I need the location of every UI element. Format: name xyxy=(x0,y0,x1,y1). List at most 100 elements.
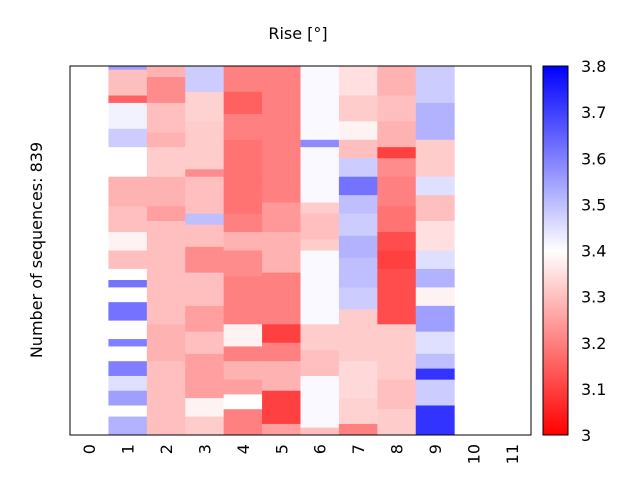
heatmap-cell xyxy=(223,213,263,233)
x-tick-label: 4 xyxy=(234,444,253,454)
heatmap-cell xyxy=(108,302,148,322)
heatmap-cell xyxy=(415,353,455,370)
heatmap-cell xyxy=(377,176,417,207)
heatmap-cell xyxy=(223,66,263,93)
heatmap-cell xyxy=(262,324,301,344)
x-tick-label: 9 xyxy=(426,444,445,454)
heatmap-cell xyxy=(338,287,378,311)
heatmap-cell xyxy=(108,320,148,340)
heatmap-cell xyxy=(300,324,340,351)
colorbar-tick-label: 3.8 xyxy=(581,57,606,76)
heatmap-cell xyxy=(377,268,417,288)
heatmap-cell xyxy=(108,375,148,392)
heatmap-cell xyxy=(185,353,225,377)
chart-title: Rise [°] xyxy=(268,24,327,43)
heatmap-cell xyxy=(300,375,340,429)
heatmap-cell xyxy=(185,375,225,399)
heatmap-cell xyxy=(338,139,378,159)
heatmap-cell xyxy=(185,91,225,122)
heatmap-cell xyxy=(300,427,340,436)
heatmap-cell xyxy=(108,268,148,281)
x-tick-label: 3 xyxy=(195,444,214,454)
heatmap-cell xyxy=(415,331,455,355)
heatmap-cell xyxy=(377,206,417,233)
heatmap-cell xyxy=(108,128,148,148)
heatmap-cell xyxy=(377,342,417,381)
heatmap-cell xyxy=(262,294,301,325)
heatmap-cell xyxy=(108,361,148,377)
heatmap-cell xyxy=(185,213,225,226)
heatmap-cell xyxy=(338,195,378,215)
heatmap-cell xyxy=(377,139,417,148)
heatmap-cell xyxy=(300,350,340,362)
heatmap-cell xyxy=(223,176,263,215)
heatmap-cell xyxy=(415,379,455,406)
heatmap-cell xyxy=(108,147,148,178)
heatmap-cell xyxy=(185,257,225,274)
colorbar-tick-label: 3.4 xyxy=(581,242,606,261)
heatmap-cell xyxy=(108,287,148,303)
heatmap-cell xyxy=(108,69,148,97)
x-tick-label: 11 xyxy=(503,444,522,464)
colorbar-tick-label: 3.2 xyxy=(581,334,606,353)
heatmap-cell xyxy=(262,232,301,274)
heatmap-cell xyxy=(415,220,455,251)
heatmap-cell xyxy=(108,405,148,418)
plot-frame xyxy=(69,65,532,436)
heatmap-cell xyxy=(223,298,263,325)
heatmap-cell xyxy=(262,405,301,425)
heatmap-cell xyxy=(262,423,301,436)
heatmap-cell xyxy=(338,423,378,436)
heatmap-cell xyxy=(146,398,186,436)
heatmap-cell xyxy=(185,169,225,178)
heatmap-cell xyxy=(223,361,263,381)
heatmap-cell xyxy=(223,409,263,436)
x-tick-label: 5 xyxy=(272,444,291,454)
colorbar-tick-label: 3.5 xyxy=(581,195,606,214)
x-axis-ticks: 0 1 2 3 4 5 6 7 8 9 10 11 xyxy=(80,444,522,464)
heatmap-cell xyxy=(377,95,417,122)
heatmap-cell xyxy=(108,339,148,347)
heatmap-cell xyxy=(262,202,301,233)
heatmap-cell xyxy=(300,139,340,148)
heatmap-cell xyxy=(108,250,148,270)
heatmap-cell xyxy=(262,66,301,204)
heatmap-cell xyxy=(338,176,378,196)
heatmap-cell xyxy=(262,390,301,406)
x-tick-label: 2 xyxy=(157,444,176,454)
heatmap-cell xyxy=(108,346,148,362)
heatmap-cell xyxy=(415,268,455,288)
heatmap-cell xyxy=(415,250,455,270)
heatmap-cell xyxy=(262,342,301,362)
heatmap-cell xyxy=(338,361,378,399)
heatmap-cell xyxy=(338,158,378,178)
colorbar-tick-label: 3.1 xyxy=(581,380,606,399)
heatmap-cell xyxy=(223,250,263,277)
heatmap-cell xyxy=(185,224,225,248)
heatmap-cell xyxy=(185,272,225,288)
heatmap-cell xyxy=(223,379,263,395)
heatmap-cell xyxy=(262,361,301,392)
heatmap-cells xyxy=(108,66,455,436)
heatmap-cell xyxy=(146,66,186,78)
heatmap-cell xyxy=(146,102,186,133)
colorbar-tick-label: 3.3 xyxy=(581,288,606,307)
heatmap-cell xyxy=(377,324,417,344)
heatmap-cell xyxy=(300,250,340,288)
heatmap-cell xyxy=(300,202,340,215)
colorbar xyxy=(542,65,569,436)
heatmap-cell xyxy=(300,287,340,325)
heatmap-cell xyxy=(108,206,148,233)
heatmap-cell xyxy=(338,309,378,325)
heatmap-cell xyxy=(223,346,263,362)
heatmap-cell xyxy=(300,239,340,251)
heatmap-cell xyxy=(185,121,225,170)
heatmap-cell xyxy=(338,121,378,141)
heatmap-cell xyxy=(415,195,455,222)
x-tick-label: 6 xyxy=(311,444,330,454)
y-axis-label: Number of sequences: 839 xyxy=(27,142,46,358)
heatmap-cell xyxy=(415,66,455,104)
heatmap-cell xyxy=(338,324,378,362)
x-tick-label: 10 xyxy=(464,444,483,464)
heatmap-cell xyxy=(185,305,225,333)
